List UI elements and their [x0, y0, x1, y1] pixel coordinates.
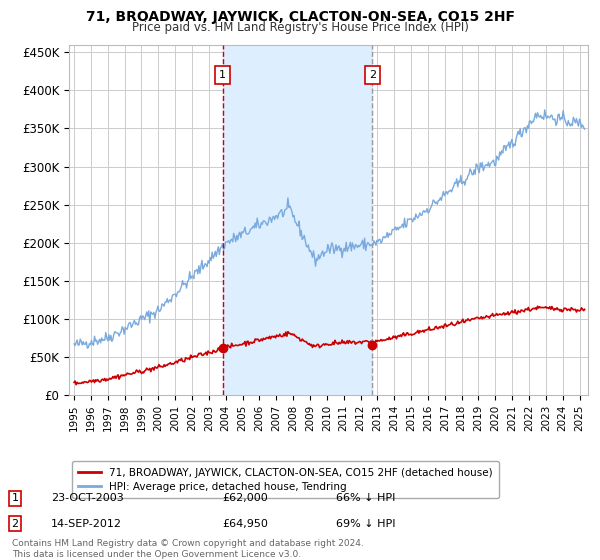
- Text: £62,000: £62,000: [222, 493, 268, 503]
- Legend: 71, BROADWAY, JAYWICK, CLACTON-ON-SEA, CO15 2HF (detached house), HPI: Average p: 71, BROADWAY, JAYWICK, CLACTON-ON-SEA, C…: [71, 461, 499, 498]
- Text: 1: 1: [219, 70, 226, 80]
- Text: 1: 1: [11, 493, 19, 503]
- Text: Price paid vs. HM Land Registry's House Price Index (HPI): Price paid vs. HM Land Registry's House …: [131, 21, 469, 34]
- Text: 2: 2: [369, 70, 376, 80]
- Text: 66% ↓ HPI: 66% ↓ HPI: [336, 493, 395, 503]
- Text: 69% ↓ HPI: 69% ↓ HPI: [336, 519, 395, 529]
- Text: 2: 2: [11, 519, 19, 529]
- Text: 14-SEP-2012: 14-SEP-2012: [51, 519, 122, 529]
- Text: 71, BROADWAY, JAYWICK, CLACTON-ON-SEA, CO15 2HF: 71, BROADWAY, JAYWICK, CLACTON-ON-SEA, C…: [86, 10, 515, 24]
- Text: 23-OCT-2003: 23-OCT-2003: [51, 493, 124, 503]
- Text: Contains HM Land Registry data © Crown copyright and database right 2024.
This d: Contains HM Land Registry data © Crown c…: [12, 539, 364, 559]
- Text: £64,950: £64,950: [222, 519, 268, 529]
- Bar: [223, 45, 373, 395]
